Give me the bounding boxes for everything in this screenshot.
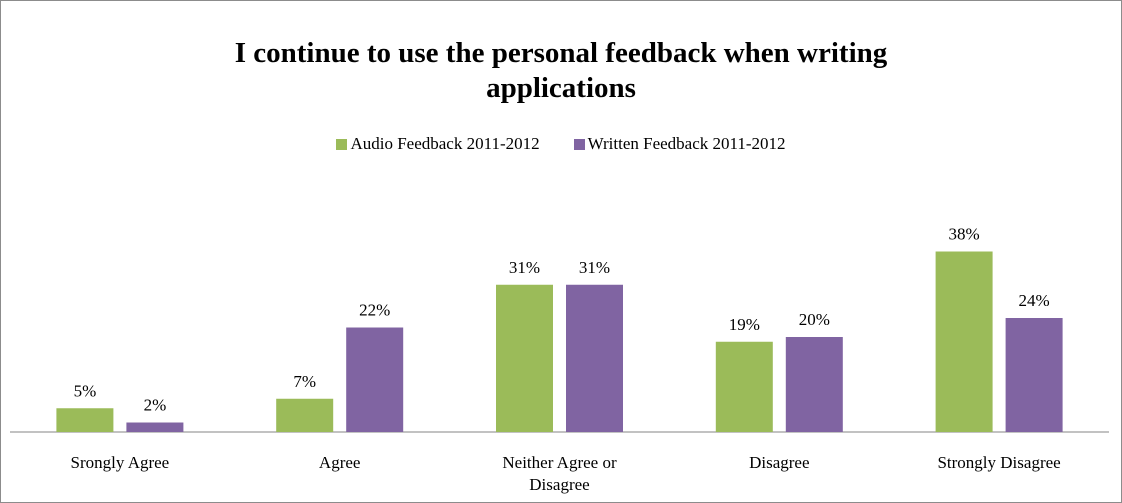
data-label-written-1: 22% [359,301,390,320]
data-label-written-0: 2% [144,396,167,415]
legend-item-written: Written Feedback 2011-2012 [573,134,786,154]
data-label-written-3: 20% [799,310,830,329]
data-label-written-4: 24% [1019,291,1050,310]
data-label-written-2: 31% [579,258,610,277]
category-label-2-line-1: Neither Agree or [502,453,617,472]
chart-title-line-1: I continue to use the personal feedback … [234,37,888,69]
bar-audio-3 [715,341,773,432]
bar-written-0 [126,422,184,432]
bar-audio-1 [276,398,334,432]
data-label-audio-3: 19% [729,315,760,334]
chart-title: I continue to use the personal feedback … [0,36,1122,106]
data-label-audio-0: 5% [74,381,97,400]
data-label-audio-2: 31% [509,258,540,277]
bar-written-2 [566,284,623,432]
category-label-2-line-2: Disagree [529,475,589,494]
bar-audio-0 [56,408,114,432]
category-label-1: Agree [319,453,361,472]
legend-label-written: Written Feedback 2011-2012 [587,134,786,153]
data-label-audio-4: 38% [949,225,980,244]
chart-title-line-2: applications [486,72,636,104]
legend-label-audio: Audio Feedback 2011-2012 [350,134,540,153]
legend-swatch-audio [336,138,348,150]
category-label-4: Strongly Disagree [937,453,1060,472]
bar-written-3 [785,337,843,432]
bar-audio-4 [935,251,993,432]
legend-swatch-written [573,138,585,150]
category-label-3: Disagree [749,453,809,472]
category-label-0: Srongly Agree [71,453,170,472]
chart-legend: Audio Feedback 2011-2012 Written Feedbac… [0,134,1122,154]
legend-item-audio: Audio Feedback 2011-2012 [336,134,540,154]
bar-audio-2 [496,284,553,432]
bar-written-1 [346,327,404,432]
bar-written-4 [1005,318,1063,432]
data-label-audio-1: 7% [293,372,316,391]
